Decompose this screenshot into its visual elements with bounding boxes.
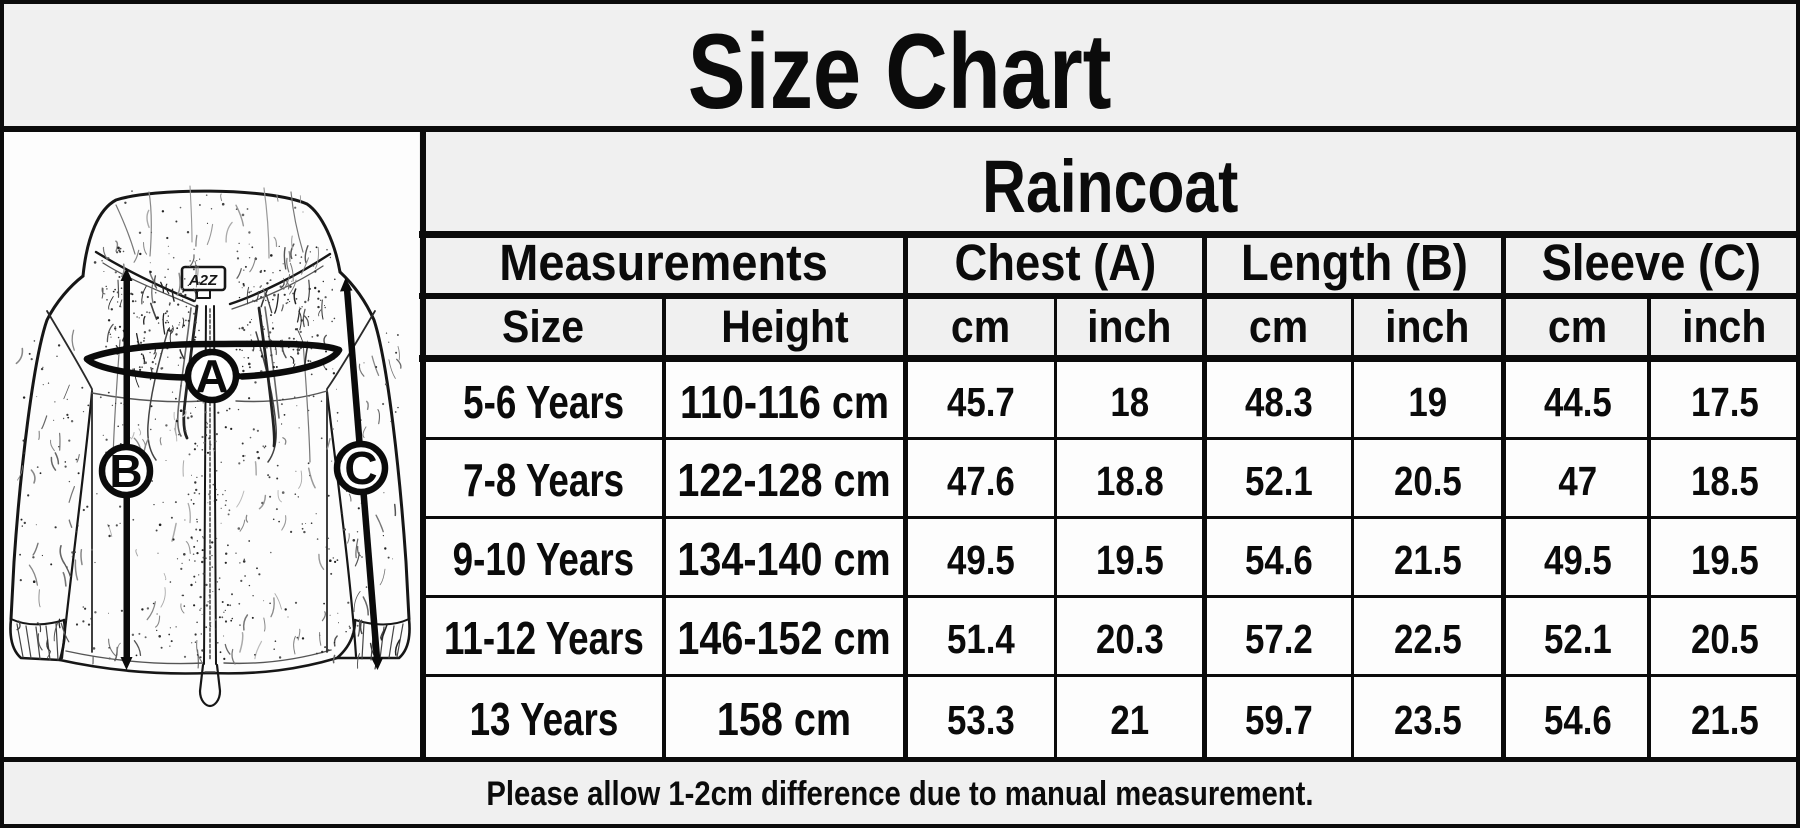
svg-text:A2Z: A2Z <box>188 272 218 289</box>
svg-text:B: B <box>109 445 142 497</box>
svg-text:A: A <box>195 350 228 402</box>
svg-text:C: C <box>344 442 377 494</box>
